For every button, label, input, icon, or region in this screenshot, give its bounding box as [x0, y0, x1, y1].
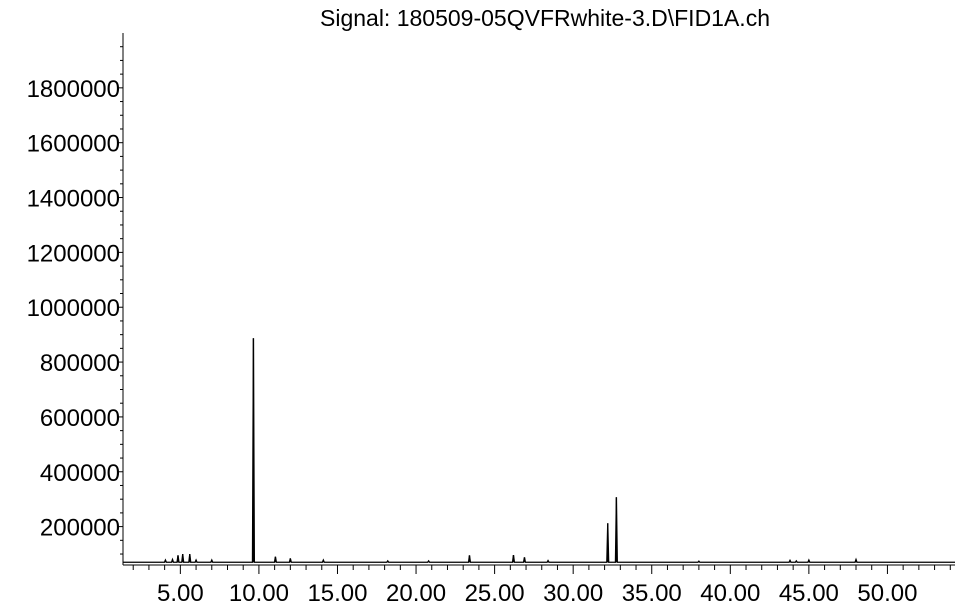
x-axis-ticks: 5.00 10.00 15.00 20.00 25.00 30.00 35.00 40.00 4… — [132, 565, 951, 607]
x-tick-label: 35.00 — [622, 580, 682, 607]
x-tick-label: 10.00 — [229, 580, 289, 607]
y-axis-ticks: 200000 400000 600000 800000 1000000 1200000 14… — [27, 46, 123, 555]
x-tick-label: 15.00 — [307, 580, 367, 607]
x-tick-label: 40.00 — [700, 580, 760, 607]
y-tick-label: 1200000 — [27, 240, 120, 267]
x-tick-label: 20.00 — [386, 580, 446, 607]
y-tick-label: 1600000 — [27, 131, 120, 158]
y-tick-label: 1000000 — [27, 295, 120, 322]
x-tick-label: 5.00 — [157, 580, 204, 607]
y-tick-label: 200000 — [40, 515, 120, 542]
y-tick-label: 1800000 — [27, 76, 120, 103]
x-tick-label: 45.00 — [779, 580, 839, 607]
x-tick-label: 30.00 — [543, 580, 603, 607]
peak-group — [164, 338, 857, 563]
x-tick-label: 25.00 — [465, 580, 525, 607]
x-tick-label: 50.00 — [857, 580, 917, 607]
y-tick-label: 1400000 — [27, 186, 120, 213]
chart-title: Signal: 180509-05QVFRwhite-3.D\FID1A.ch — [320, 5, 770, 31]
signal-trace — [123, 338, 955, 563]
y-tick-label: 400000 — [40, 460, 120, 487]
y-tick-label: 800000 — [40, 350, 120, 377]
y-tick-label: 600000 — [40, 405, 120, 432]
